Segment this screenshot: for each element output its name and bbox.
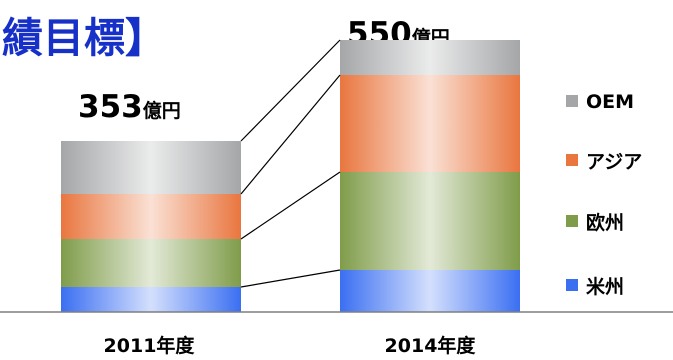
bar-sheen-americas-1: [340, 270, 520, 312]
bar-sheen-oem-0: [61, 141, 241, 194]
category-label-2014: 2014年度: [385, 334, 477, 357]
connector-line-americas: [240, 269, 341, 288]
legend-label-americas: 米州: [586, 275, 624, 298]
bar-sheen-europe-1: [340, 172, 520, 270]
bar-sheen-europe-0: [61, 239, 241, 287]
legend-label-asia: アジア: [586, 151, 642, 173]
bar-sheen-asia-1: [340, 75, 520, 172]
connector-line-oem: [240, 39, 341, 142]
legend-swatch-europe: [566, 215, 578, 227]
legend-label-europe: 欧州: [586, 211, 624, 234]
legend-swatch-americas: [566, 279, 578, 291]
category-label-2011: 2011年度: [104, 334, 196, 357]
legend: OEM アジア 欧州 米州: [566, 91, 642, 298]
bar-sheen-oem-1: [340, 40, 520, 75]
total-label-2011: 353億円: [78, 89, 181, 125]
legend-swatch-oem: [566, 95, 578, 107]
page-title: 績目標】: [2, 14, 166, 62]
connector-line-asia: [240, 74, 341, 195]
bar-sheen-americas-0: [61, 287, 241, 312]
connector-line-europe: [240, 171, 341, 240]
legend-label-oem: OEM: [586, 91, 634, 113]
legend-swatch-asia: [566, 154, 578, 166]
bar-sheen-asia-0: [61, 194, 241, 239]
